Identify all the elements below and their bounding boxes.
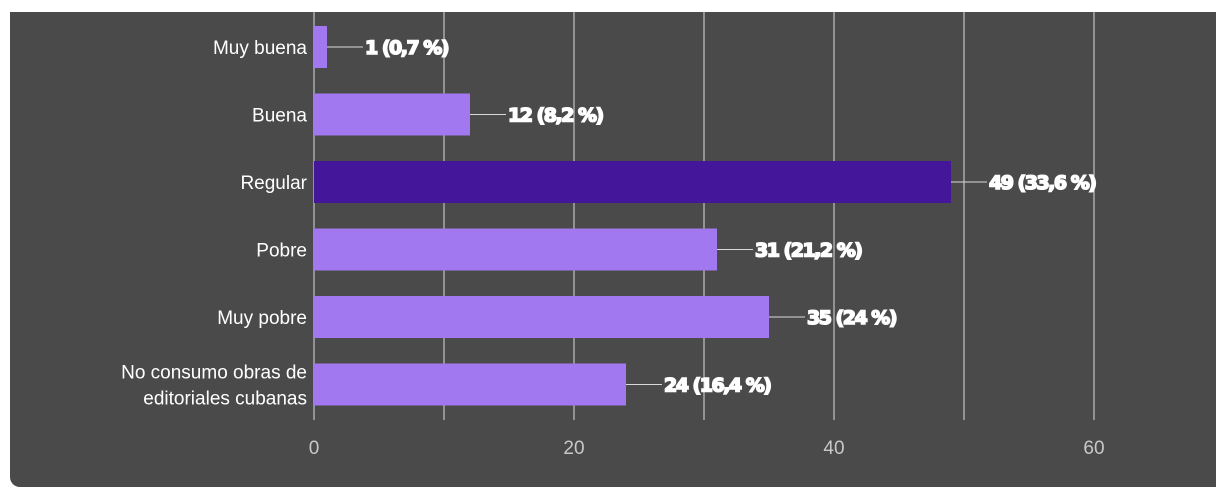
data-label: 24 (16,4 %): [664, 375, 771, 397]
data-label: 12 (8,2 %): [508, 105, 604, 127]
category-label: Pobre: [256, 241, 307, 262]
category-label: editoriales cubanas: [143, 389, 307, 410]
data-label: 1 (0,7 %): [365, 37, 449, 59]
bar: [314, 296, 769, 338]
category-label: Regular: [240, 173, 307, 194]
data-label: 35 (24 %): [807, 307, 897, 329]
x-tick-label: 0: [309, 438, 320, 459]
data-label: 49 (33,6 %): [989, 172, 1096, 194]
x-tick-label: 20: [563, 438, 584, 459]
data-label: 31 (21,2 %): [755, 240, 862, 262]
category-label: No consumo obras de: [121, 363, 307, 384]
category-label: Muy pobre: [217, 308, 307, 329]
bar: [314, 228, 717, 271]
category-label: Buena: [252, 106, 307, 127]
category-label: Muy buena: [213, 38, 307, 59]
x-tick-label: 60: [1083, 438, 1104, 459]
bar: [314, 93, 470, 136]
bar: [314, 363, 626, 406]
bar: [314, 26, 327, 68]
bar: [314, 161, 951, 203]
x-tick-label: 40: [823, 438, 844, 459]
